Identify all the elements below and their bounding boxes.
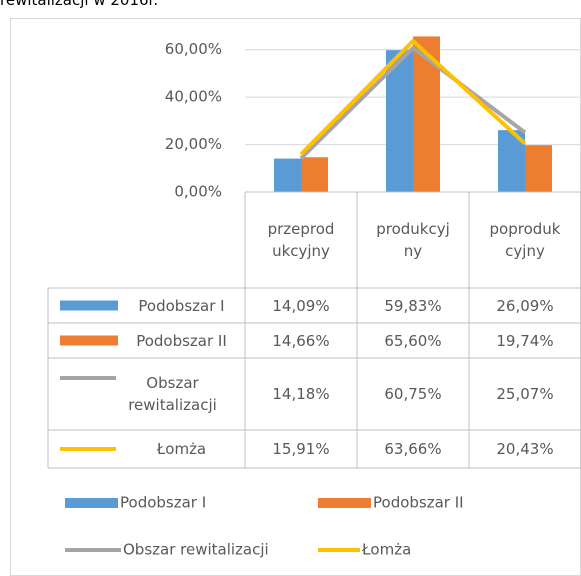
table-value: 63,66% <box>384 440 442 458</box>
y-tick-label: 60,00% <box>165 40 222 58</box>
table-value: 25,07% <box>496 385 554 403</box>
legend-label: Podobszar II <box>373 494 464 512</box>
table-value: 60,75% <box>384 385 442 403</box>
table-value: 14,66% <box>272 331 330 350</box>
table-value: 26,09% <box>496 296 554 315</box>
legend-label: Obszar rewitalizacji <box>123 541 269 559</box>
legend-label: Podobszar I <box>120 494 206 512</box>
table-value: 14,18% <box>272 385 330 403</box>
table-value: 15,91% <box>272 440 330 458</box>
legend-label: Łomża <box>361 541 411 559</box>
legend-swatch <box>318 498 371 508</box>
table-series-name: Podobszar II <box>136 331 227 350</box>
table-value: 65,60% <box>384 331 442 350</box>
table-value: 19,74% <box>496 331 554 350</box>
legend-swatch <box>60 335 118 346</box>
caption: rewitalizacji w 2016r. <box>0 0 159 9</box>
table-value: 14,09% <box>272 296 330 315</box>
y-tick-label: 40,00% <box>165 88 222 106</box>
table-series-name: Łomża <box>156 440 207 458</box>
y-tick-label: 20,00% <box>165 135 222 153</box>
legend-swatch <box>60 300 118 311</box>
bar <box>386 50 413 192</box>
line-series <box>299 39 527 156</box>
bar <box>525 145 552 192</box>
bar <box>301 157 328 192</box>
category-label: poprodukcyjny <box>489 220 561 260</box>
line-series <box>299 45 527 160</box>
category-label: produkcyjny <box>376 220 450 260</box>
table-value: 59,83% <box>384 296 442 315</box>
table-series-name: Podobszar I <box>138 296 225 315</box>
table-series-name: Obszar rewitalizacji <box>128 374 217 414</box>
bar <box>274 158 301 192</box>
y-tick-label: 0,00% <box>174 183 222 201</box>
category-label: przeprodukcyjny <box>267 220 335 260</box>
legend-swatch <box>65 498 118 508</box>
table-value: 20,43% <box>496 440 554 458</box>
